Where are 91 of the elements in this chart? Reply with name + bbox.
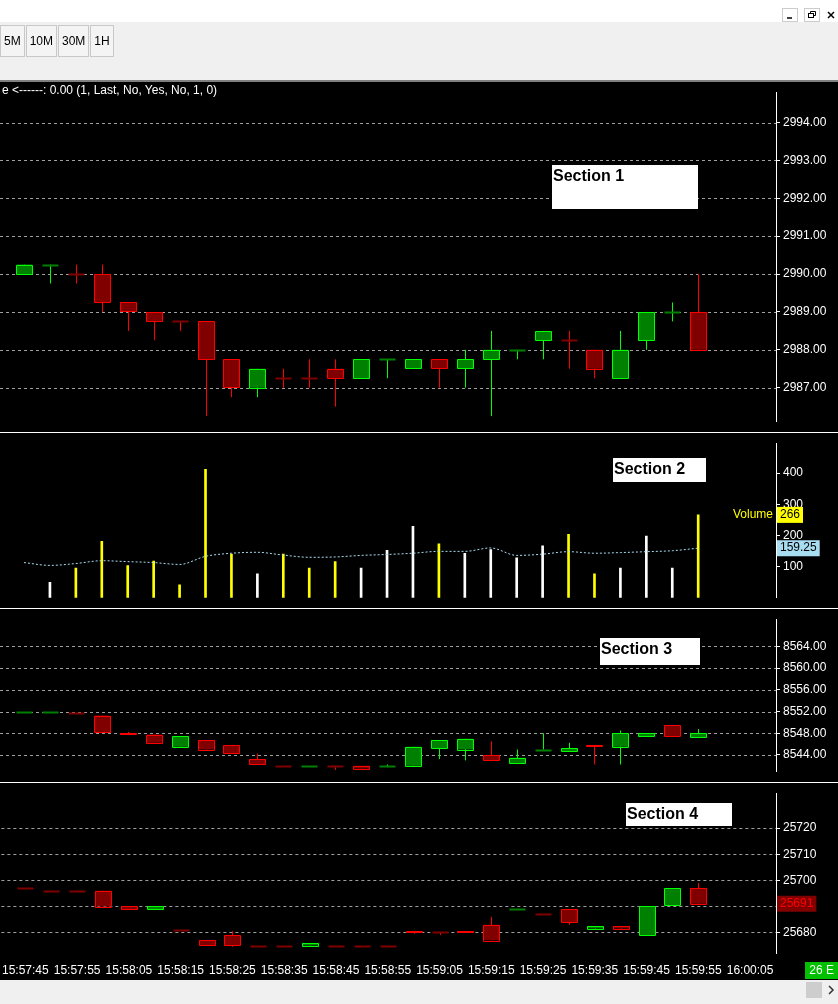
x-tick-label: 15:58:45 [312,963,360,978]
candlestick [378,358,397,379]
bar [541,545,544,598]
label-box: Section 1 [552,165,698,209]
x-tick-label: 15:58:25 [209,963,257,978]
text: 30M [58,25,90,57]
x-tick-label: 15:59:55 [674,963,723,978]
y-tick-label: 25710 [783,846,817,861]
x-tick-label: 15:57:45 [2,963,50,978]
bar [696,514,700,598]
bar [307,567,311,598]
candlestick [483,330,500,417]
legend-label: Volume [732,507,774,522]
x-tick-label: 15:58:55 [364,963,412,978]
x-tick-label: 15:57:55 [53,963,101,978]
y-tick-label: 8560.00 [783,660,827,675]
bar [230,553,233,598]
y-tick-label: 2990.00 [783,266,827,281]
candlestick [612,730,629,765]
bar [463,552,467,598]
label-box: Section 3 [600,638,700,665]
candlestick [327,358,344,408]
annotation: 266 [780,507,801,522]
candlestick [690,882,707,905]
candlestick [274,368,293,389]
y-tick-label: 2989.00 [783,304,827,319]
label-box: Section 4 [626,803,732,826]
bar [333,561,337,598]
annotation: 159.25 [780,540,818,555]
candlestick [353,359,370,379]
x-tick-label: 15:58:35 [260,963,308,978]
bar [100,541,104,598]
bar [178,584,181,598]
x-tick-label: 15:59:45 [623,963,671,978]
bar [256,573,259,598]
label-box: Section 2 [613,458,706,482]
candlestick [586,744,603,765]
candlestick [431,358,448,389]
y-tick-label: 400 [783,465,804,480]
y-tick-label: 25680 [783,924,817,939]
x-tick-label: 15:59:05 [416,963,464,978]
x-tick-label: 15:59:15 [467,963,515,978]
y-tick-label: 2988.00 [783,342,827,357]
text: 26 E [805,962,838,979]
bar [281,553,285,598]
bar [593,573,596,598]
bar [619,567,622,598]
candlestick [300,358,319,389]
line-series [23,547,699,566]
candlestick [534,732,553,752]
x-tick-label: 15:58:15 [157,963,205,978]
candlestick [535,330,552,360]
y-tick-label: 2993.00 [783,152,827,167]
y-tick-label: 200 [783,527,804,542]
text: 1H [90,25,114,57]
text: 5M [0,25,25,57]
y-tick-label: 2994.00 [783,114,827,129]
candlestick [146,311,163,341]
y-tick-label: 25720 [783,820,817,835]
y-tick-label: 2992.00 [783,190,827,205]
bar [670,567,674,598]
bar [204,469,207,598]
y-tick-label: 8548.00 [783,725,827,740]
y-tick-label: 8544.00 [783,747,827,762]
x-tick-label: 15:58:05 [105,963,153,978]
x-tick-label: 16:00:05 [726,963,774,978]
bar [489,549,493,598]
text: 25691 [780,896,814,911]
y-tick-label: 2987.00 [783,380,827,395]
text: 10M [25,25,58,57]
candlestick [120,301,137,332]
chart-subtitle: e <------: 0.00 (1, Last, No, Yes, No, 1, 0) [2,83,218,98]
candlestick [560,330,579,370]
bar [126,565,130,598]
candlestick [431,739,448,760]
y-tick-label: 25700 [783,872,817,887]
y-tick-label: 8552.00 [783,703,827,718]
bar [567,533,570,598]
x-tick-label: 15:59:25 [519,963,567,978]
candlestick [663,301,682,322]
y-tick-label: 100 [783,558,804,573]
x-tick-label: 15:59:35 [571,963,619,978]
bar [515,557,519,598]
bar [645,535,648,598]
bar [152,560,155,598]
y-tick-label: 8556.00 [783,682,827,697]
candlestick [457,349,474,389]
y-tick-label: 8564.00 [783,638,827,653]
y-tick-label: 2991.00 [783,228,827,243]
candlestick [67,264,86,285]
candlestick [483,740,500,761]
